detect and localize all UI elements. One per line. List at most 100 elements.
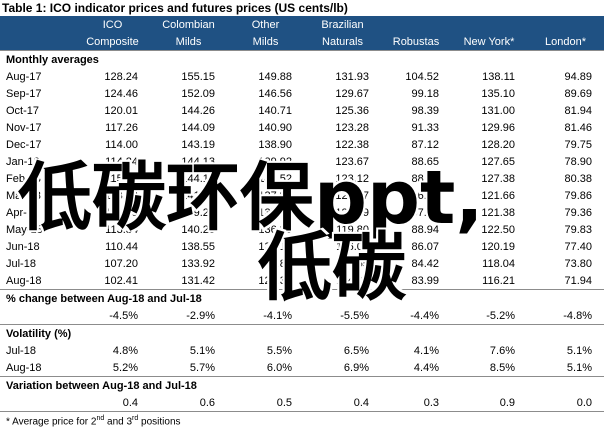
footnote-sup: rd — [132, 415, 139, 422]
cell-value: 4.8% — [112, 344, 138, 357]
column-header: ICO — [75, 16, 150, 33]
column-header: London* — [527, 33, 604, 51]
footnote: * Average price for 2nd and 3rd position… — [0, 411, 604, 429]
cell-value: 79.75 — [564, 138, 592, 151]
cell-value: 98.39 — [411, 104, 439, 117]
section-heading: Monthly averages — [0, 50, 604, 68]
data-row: Dec-17 114.00 143.19 138.90 122.38 87.12 128.2… — [0, 136, 604, 153]
data-row: Aug-18 102.41 131.42 127.39 114.30 83.99 116.2… — [0, 272, 604, 290]
cell-value: 94.89 — [564, 70, 592, 83]
cell-value: 71.94 — [564, 274, 592, 287]
cell-value: 107.20 — [104, 257, 138, 270]
row-label: Jan-18 — [6, 155, 40, 168]
cell-value: 5.1% — [566, 344, 592, 357]
section-row: Variation between Aug-18 and Jul-18 — [0, 376, 604, 394]
cell-value: -4.5% — [109, 309, 138, 322]
cell-value: 116.00 — [336, 240, 369, 253]
cell-value: 131.93 — [335, 70, 369, 83]
cell-value: 122.38 — [335, 138, 369, 151]
column-header: Robustas — [381, 33, 451, 51]
cell-value: 144.09 — [181, 121, 215, 134]
cell-value: 146.56 — [258, 87, 292, 100]
data-row: Aug-18 5.2% 5.7% 6.0% 6.9% 4.4% 8.5% 5.1% — [0, 359, 604, 377]
cell-value: 79.36 — [564, 206, 592, 219]
cell-value: 86.58 — [411, 189, 439, 202]
cell-value: 123.67 — [335, 155, 369, 168]
data-row: Oct-17 120.01 144.26 140.71 125.36 98.39 131.0… — [0, 102, 604, 119]
cell-value: 140.52 — [258, 172, 292, 185]
header-row: Composite Milds Milds Naturals Robustas New Y… — [0, 33, 604, 51]
data-row: Jun-18 110.44 138.55 135.10 116.00 86.07 120.1… — [0, 238, 604, 255]
cell-value: 139.92 — [258, 155, 292, 168]
column-header: Milds — [227, 33, 304, 51]
cell-value: 110.44 — [105, 240, 138, 253]
footnote-sup: nd — [96, 415, 105, 422]
section-heading: Volatility (%) — [0, 324, 604, 342]
cell-value: 81.46 — [564, 121, 592, 134]
cell-value: 99.18 — [411, 87, 439, 100]
cell-value: -2.9% — [186, 309, 215, 322]
column-header: New York* — [451, 33, 527, 51]
cell-value: 128.24 — [104, 70, 138, 83]
cell-value: 120.19 — [481, 240, 515, 253]
cell-value: 125.36 — [335, 104, 369, 117]
cell-value: 119.80 — [336, 223, 369, 236]
cell-value: 127.65 — [481, 155, 515, 168]
cell-value: 138.55 — [181, 240, 215, 253]
cell-value: 5.7% — [189, 361, 215, 374]
cell-value: 0.4 — [122, 396, 138, 409]
cell-value: 144.13 — [181, 155, 215, 168]
row-label: Feb-18 — [6, 172, 41, 185]
cell-value: 131.00 — [481, 104, 515, 117]
cell-value: 121.38 — [481, 206, 515, 219]
data-row: May-18 113.34 140.26 136.30 119.80 88.94 122.5… — [0, 221, 604, 238]
cell-value: 88.65 — [411, 155, 439, 168]
data-row: -4.5% -2.9% -4.1% -5.5% -4.4% -5.2% -4.8% — [0, 307, 604, 325]
cell-value: -4.4% — [410, 309, 439, 322]
cell-value: -4.8% — [563, 309, 592, 322]
cell-value: 6.0% — [266, 361, 292, 374]
cell-value: 87.72 — [411, 206, 439, 219]
cell-value: 0.3 — [423, 396, 439, 409]
cell-value: 117.26 — [105, 121, 138, 134]
column-header — [451, 16, 527, 33]
footnote-text: positions — [138, 416, 181, 428]
cell-value: 8.5% — [489, 361, 515, 374]
data-row: Nov-17 117.26 144.09 140.90 123.28 91.33 129.9… — [0, 119, 604, 136]
row-label: Jul-18 — [6, 257, 36, 270]
cell-value: 129.96 — [481, 121, 515, 134]
cell-value: 121.66 — [481, 189, 515, 202]
cell-value: 81.94 — [564, 104, 592, 117]
cell-value: 84.42 — [411, 257, 439, 270]
section-heading: % change between Aug-18 and Jul-18 — [0, 289, 604, 307]
row-label: Jun-18 — [6, 240, 40, 253]
cell-value: 129.67 — [335, 87, 369, 100]
data-row: Aug-17 128.24 155.15 149.88 131.93 104.52 138.… — [0, 68, 604, 85]
cell-value: 86.07 — [411, 240, 439, 253]
price-table: ICO Colombian Other Brazilian Composite Milds… — [0, 16, 604, 411]
cell-value: 128.20 — [481, 138, 515, 151]
cell-value: 133.92 — [181, 257, 215, 270]
watermark: 低碳环保ppt, — [18, 155, 484, 241]
row-label: Mar-18 — [6, 189, 41, 202]
section-row: % change between Aug-18 and Jul-18 — [0, 289, 604, 307]
column-header: Composite — [75, 33, 150, 51]
cell-value: 89.69 — [564, 87, 592, 100]
data-row: Jan-18 114.24 144.13 139.92 123.67 88.65 127.6… — [0, 153, 604, 170]
cell-value: 79.83 — [564, 223, 592, 236]
cell-value: 4.1% — [413, 344, 439, 357]
data-row: Apr-18 113.95 139.29 137.52 121.89 87.72 121.3… — [0, 204, 604, 221]
data-row: Jul-18 107.20 133.92 129.84 114.55 84.42 118.0… — [0, 255, 604, 272]
cell-value: 140.90 — [258, 121, 292, 134]
cell-value: 123.28 — [335, 121, 369, 134]
header-cell — [0, 33, 75, 51]
data-row: Sep-17 124.46 152.09 146.56 129.67 99.18 135.1… — [0, 85, 604, 102]
row-label — [0, 307, 75, 325]
cell-value: 115.22 — [105, 172, 138, 185]
cell-value: 121.37 — [335, 189, 369, 202]
cell-value: 114.55 — [336, 257, 369, 270]
section-row: Monthly averages — [0, 50, 604, 68]
row-label: Aug-18 — [6, 274, 42, 287]
cell-value: 131.42 — [181, 274, 215, 287]
